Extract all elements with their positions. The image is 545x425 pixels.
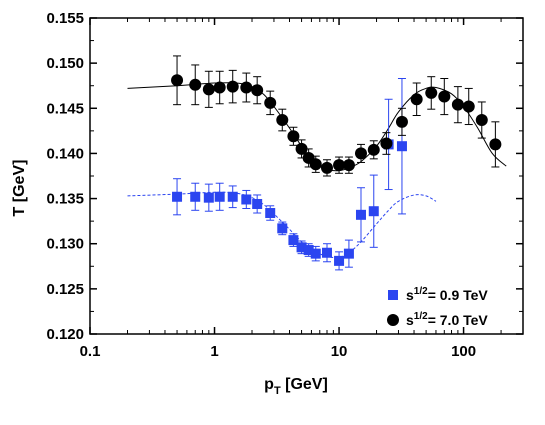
data-point-square xyxy=(296,242,307,253)
axis-ticks: 0.1 1 10 100 0.120 0.125 0.130 0.135 0.140 0.145 0… xyxy=(46,10,524,360)
data-point-circle xyxy=(202,83,215,96)
data-point-square xyxy=(172,191,183,202)
data-point-circle xyxy=(425,86,438,99)
y-tick-label: 0.125 xyxy=(46,281,84,298)
data-point-circle xyxy=(395,115,408,128)
x-tick-label: 0.1 xyxy=(80,343,101,360)
data-point-square xyxy=(241,194,252,205)
data-series xyxy=(171,55,502,271)
legend-label-7.0-base: s xyxy=(406,312,414,328)
x-tick-label: 10 xyxy=(331,343,348,360)
legend-label-7.0-rest: = 7.0 TeV xyxy=(428,312,489,328)
data-point-circle xyxy=(320,161,333,174)
x-tick-label: 1 xyxy=(210,343,218,360)
data-point-circle xyxy=(367,143,380,156)
data-point-circle xyxy=(189,78,202,91)
data-point-circle xyxy=(451,98,464,111)
data-point-square xyxy=(343,248,354,259)
y-tick-label: 0.120 xyxy=(46,326,84,343)
data-point-circle xyxy=(438,90,451,103)
y-tick-label: 0.130 xyxy=(46,236,84,253)
legend-label-0.9-sup: 1/2 xyxy=(414,286,428,297)
data-point-square xyxy=(310,248,321,259)
x-axis-title: pT [GeV] xyxy=(264,376,328,397)
data-point-circle xyxy=(462,100,475,113)
data-point-circle xyxy=(171,74,184,87)
data-point-square xyxy=(288,235,299,246)
y-tick-label: 0.155 xyxy=(46,10,84,27)
data-point-circle xyxy=(410,93,423,106)
data-point-circle xyxy=(295,142,308,155)
data-point-circle xyxy=(333,159,346,172)
data-point-circle xyxy=(226,80,239,93)
data-point-square xyxy=(214,191,225,202)
data-point-square xyxy=(277,223,288,234)
data-point-square xyxy=(203,192,214,203)
data-point-circle xyxy=(287,130,300,143)
data-point-circle xyxy=(213,81,226,94)
legend-marker-square xyxy=(388,290,398,300)
data-point-circle xyxy=(354,147,367,160)
legend: s1/2= 0.9 TeV s1/2= 7.0 TeV xyxy=(387,286,488,328)
data-point-square xyxy=(227,191,238,202)
x-axis-title-main: p xyxy=(264,376,274,393)
legend-marker-circle xyxy=(387,314,399,326)
data-point-circle xyxy=(264,96,277,109)
y-tick-label: 0.140 xyxy=(46,145,84,162)
x-axis-title-unit: [GeV] xyxy=(281,376,328,393)
data-point-circle xyxy=(309,158,322,171)
legend-label-7.0-tev: s1/2= 7.0 TeV xyxy=(406,311,488,328)
data-point-circle xyxy=(251,84,264,97)
y-tick-label: 0.135 xyxy=(46,191,84,208)
data-point-circle xyxy=(240,81,253,94)
data-point-circle xyxy=(276,114,289,127)
data-point-square xyxy=(303,245,314,256)
data-point-square xyxy=(252,198,263,209)
legend-label-0.9-tev: s1/2= 0.9 TeV xyxy=(406,286,488,303)
data-point-circle xyxy=(380,137,393,150)
data-point-circle xyxy=(475,114,488,127)
x-axis-title-subscript: T xyxy=(274,385,281,397)
x-tick-label: 100 xyxy=(451,343,476,360)
y-axis-title: T [GeV] xyxy=(11,160,28,217)
data-point-square xyxy=(368,206,379,217)
data-point-circle xyxy=(489,138,502,151)
y-tick-label: 0.150 xyxy=(46,55,84,72)
data-point-square xyxy=(265,208,276,219)
data-point-circle xyxy=(342,159,355,172)
y-tick-label: 0.145 xyxy=(46,100,84,117)
fit-curve-0.9-tev xyxy=(127,191,437,259)
legend-label-0.9-rest: = 0.9 TeV xyxy=(428,287,489,303)
legend-label-7.0-sup: 1/2 xyxy=(414,311,428,322)
data-point-square xyxy=(355,209,366,220)
data-point-square xyxy=(321,247,332,258)
data-point-square xyxy=(396,141,407,152)
data-point-square xyxy=(334,255,345,266)
data-point-square xyxy=(190,191,201,202)
legend-label-0.9-base: s xyxy=(406,287,414,303)
